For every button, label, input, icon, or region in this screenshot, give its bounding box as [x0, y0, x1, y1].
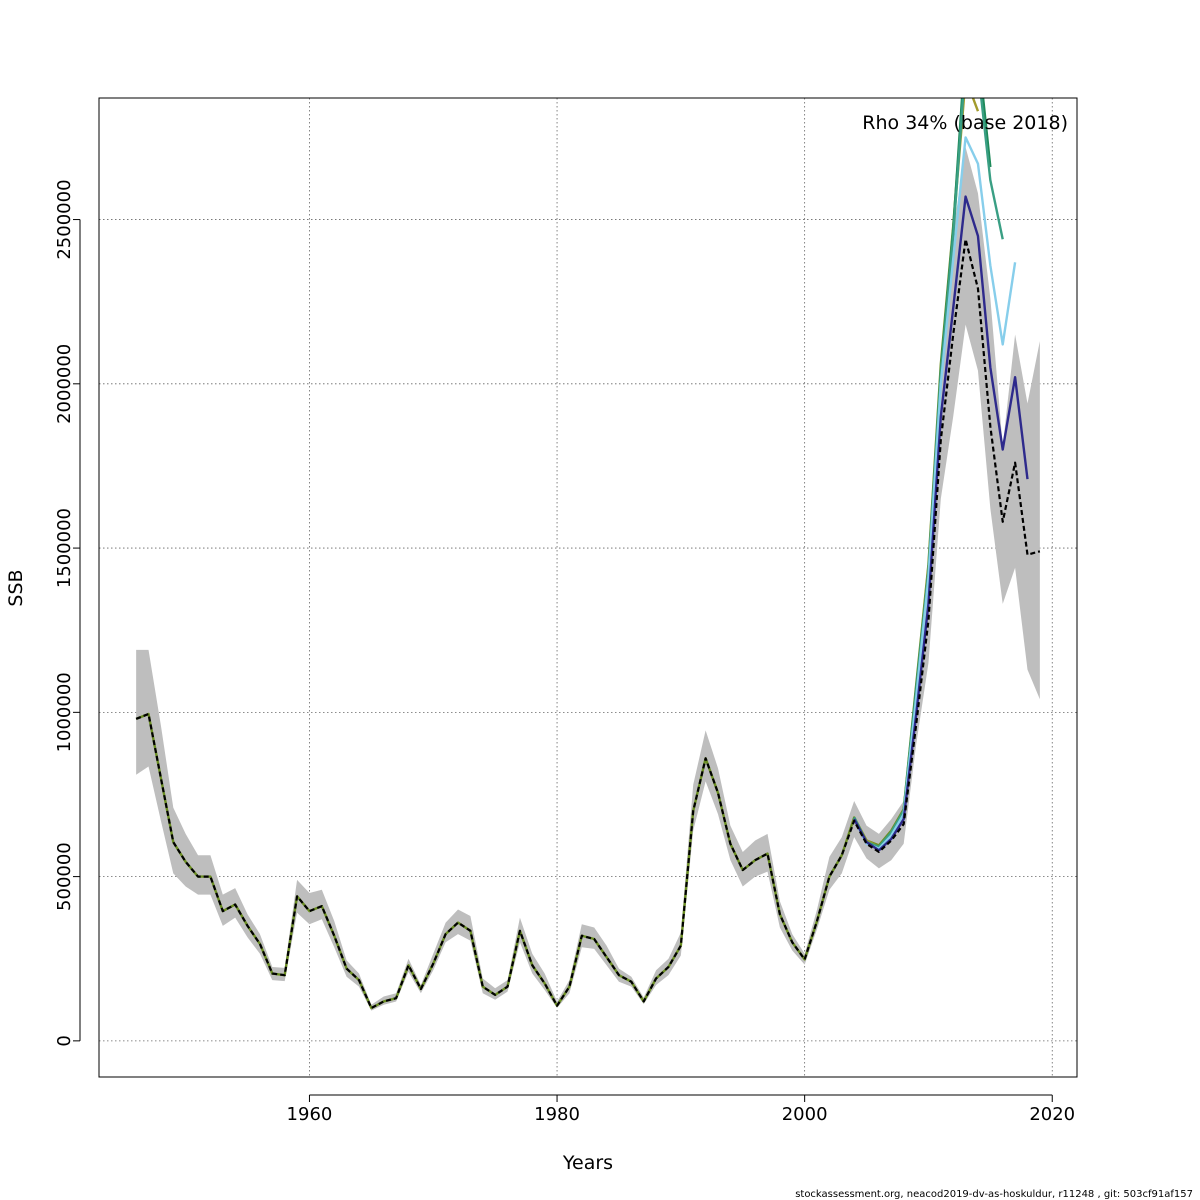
- y-axis: 0 500000 1000000 1500000 2000000 2500000: [54, 179, 81, 1047]
- y-tick-label-1: 500000: [54, 842, 75, 911]
- x-tick-label-1: 1980: [534, 1104, 580, 1125]
- rho-annotation: Rho 34% (base 2018): [862, 112, 1068, 134]
- x-tick-label-2: 2000: [782, 1104, 828, 1125]
- x-tick-label-3: 2020: [1029, 1104, 1075, 1125]
- series-group: [135, 98, 1041, 1010]
- y-tick-label-5: 2500000: [54, 179, 75, 259]
- y-tick-label-4: 2000000: [54, 344, 75, 424]
- series-line-peel-2016: [853, 136, 1017, 850]
- y-axis-title: SSB: [5, 569, 27, 606]
- grid: [99, 98, 1077, 1077]
- y-tick-label-0: 0: [54, 1035, 75, 1046]
- x-tick-label-0: 1960: [287, 1104, 333, 1125]
- y-tick-label-2: 1000000: [54, 672, 75, 752]
- x-axis-title: Years: [562, 1152, 613, 1174]
- plot-frame: [98, 97, 1078, 1078]
- series-line-peel-2017: [853, 195, 1029, 852]
- x-axis: 1960 1980 2000 2020: [287, 1094, 1075, 1125]
- y-tick-label-3: 1500000: [54, 508, 75, 588]
- footer-credit: stockassessment.org, neacod2019-dv-as-ho…: [795, 1189, 1193, 1200]
- series-line-base-2018: [135, 238, 1041, 1010]
